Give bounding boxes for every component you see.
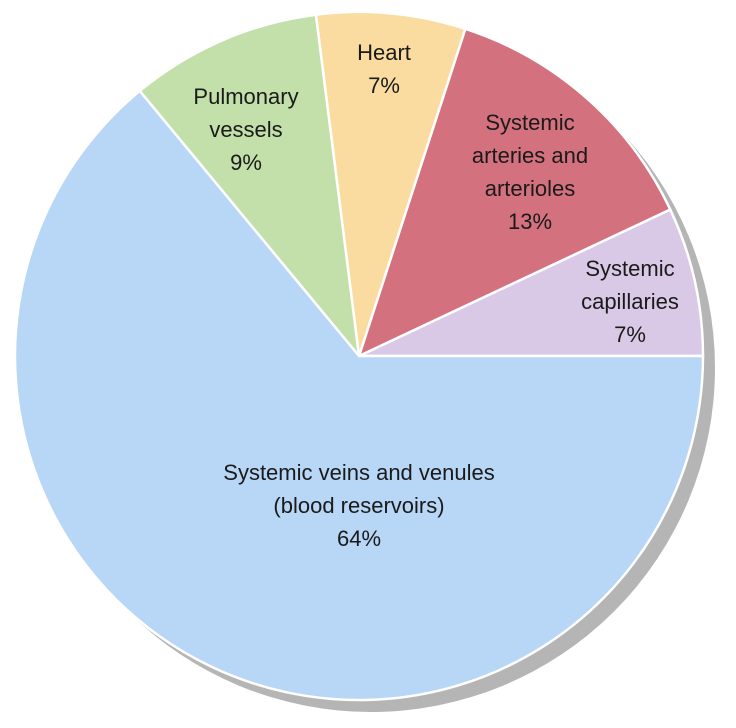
slice-label-line: arteries and (472, 143, 588, 168)
slice-label-line: vessels (209, 117, 282, 142)
slice-label-1: Systemic arteries and arterioles 13% (472, 110, 588, 234)
slice-label-line: Heart (357, 40, 411, 65)
slice-label-4: Systemic veins and venules (blood reservo… (223, 460, 494, 551)
slice-label-3: Pulmonary vessels 9% (193, 84, 298, 175)
pie-slices (13, 10, 705, 702)
slice-label-line: Pulmonary (193, 84, 298, 109)
slice-label-2: Heart 7% (357, 40, 411, 98)
slice-label-0: Systemic capillaries 7% (581, 256, 679, 347)
slice-label-line: 64% (337, 526, 381, 551)
pie-slice-4 (13, 89, 705, 702)
slice-label-line: Systemic veins and venules (223, 460, 494, 485)
slice-label-line: (blood reservoirs) (273, 493, 444, 518)
pie-slice-1 (356, 27, 672, 359)
slice-label-line: 7% (614, 322, 646, 347)
pie-slice-2 (314, 10, 467, 357)
slice-label-line: Systemic (585, 256, 674, 281)
slice-label-line: Systemic (485, 110, 574, 135)
slice-label-line: capillaries (581, 289, 679, 314)
slice-label-line: arterioles (485, 176, 575, 201)
pie-labels: Systemic capillaries 7% Systemic arteries an… (193, 40, 678, 551)
slice-label-line: 9% (230, 150, 262, 175)
slice-label-line: 13% (508, 209, 552, 234)
pie-slice-3 (137, 13, 361, 361)
slice-label-line: 7% (368, 73, 400, 98)
pie-slice-0 (358, 207, 705, 358)
